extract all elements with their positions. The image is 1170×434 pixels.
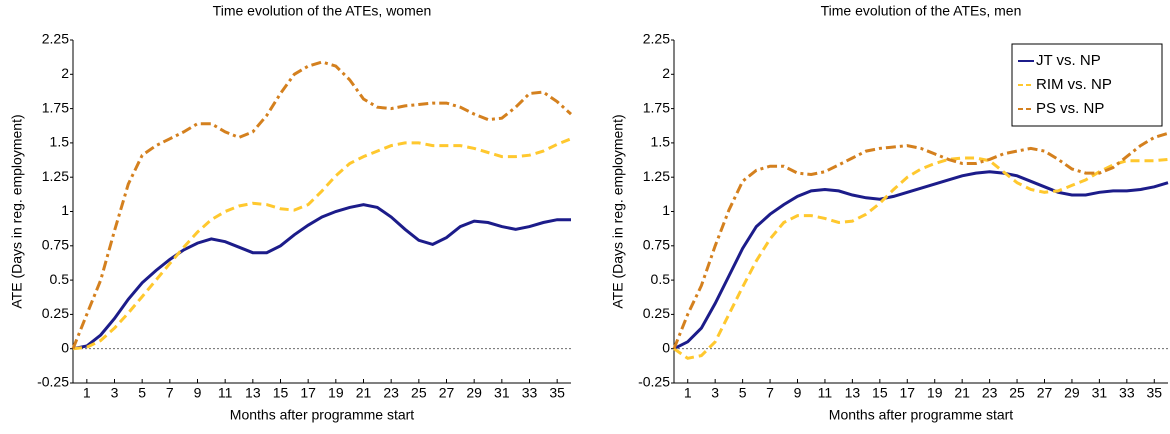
- legend: JT vs. NP RIM vs. NP PS vs. NP: [1011, 43, 1163, 127]
- x-tick-label: 31: [1092, 385, 1108, 401]
- y-axis-label: ATE (Days in reg. employment): [610, 114, 626, 308]
- x-tick-label: 17: [300, 385, 316, 401]
- y-tick-label: 1: [662, 202, 670, 218]
- y-tick-label: 2: [662, 65, 670, 81]
- x-tick-label: 11: [218, 385, 233, 401]
- y-tick-label: 1.25: [643, 168, 670, 184]
- x-tick-label: 15: [872, 385, 888, 401]
- x-tick-label: 31: [494, 385, 510, 401]
- x-tick-label: 19: [927, 385, 943, 401]
- y-tick-label: 0: [61, 339, 69, 355]
- y-tick-label: 0: [662, 339, 670, 355]
- y-tick-label: 1.5: [651, 134, 671, 150]
- x-axis-label: Months after programme start: [230, 407, 415, 423]
- legend-label: JT vs. NP: [1036, 52, 1101, 69]
- x-tick-label: 35: [549, 385, 565, 401]
- x-tick-label: 7: [166, 385, 174, 401]
- x-tick-label: 5: [739, 385, 747, 401]
- data-line: [72, 137, 572, 351]
- x-tick-label: 17: [899, 385, 915, 401]
- x-tick-label: 21: [954, 385, 970, 401]
- data-line: [673, 170, 1169, 351]
- x-tick-label: 29: [1064, 385, 1080, 401]
- data-line: [71, 60, 573, 350]
- x-tick-label: 1: [83, 385, 91, 401]
- data-line: [72, 203, 571, 351]
- x-tick-label: 3: [711, 385, 719, 401]
- y-tick-label: 2: [61, 65, 69, 81]
- x-tick-label: 11: [818, 385, 833, 401]
- chart-title: Time evolution of the ATEs, men: [821, 3, 1022, 19]
- data-line: [673, 156, 1169, 360]
- x-tick-label: 3: [111, 385, 119, 401]
- y-tick-label: 0.25: [643, 305, 670, 321]
- x-tick-label: 9: [194, 385, 202, 401]
- x-tick-label: 5: [138, 385, 146, 401]
- y-tick-label: 1.75: [643, 99, 670, 115]
- x-axis-label: Months after programme start: [829, 407, 1014, 423]
- chart: Time evolution of the ATEs, women Months …: [9, 3, 573, 423]
- x-tick-label: 7: [766, 385, 774, 401]
- y-axis-label: ATE (Days in reg. employment): [9, 114, 25, 308]
- legend-box: [1011, 43, 1163, 127]
- x-tick-label: 27: [439, 385, 455, 401]
- x-tick-label: 21: [356, 385, 372, 401]
- chart: Time evolution of the ATEs, men Months af…: [610, 3, 1169, 423]
- y-tick-label: 1.5: [50, 134, 70, 150]
- y-tick-label: 1.75: [42, 99, 69, 115]
- y-tick-label: -0.25: [37, 374, 69, 390]
- x-tick-label: 9: [794, 385, 802, 401]
- y-tick-label: 2.25: [42, 31, 69, 47]
- y-tick-label: 0.25: [42, 305, 69, 321]
- x-tick-label: 25: [411, 385, 427, 401]
- y-tick-label: 1: [61, 202, 69, 218]
- y-tick-label: 0.5: [651, 271, 671, 287]
- x-tick-label: 23: [383, 385, 399, 401]
- x-tick-label: 15: [273, 385, 289, 401]
- chart-title: Time evolution of the ATEs, women: [213, 3, 432, 19]
- y-tick-label: 2.25: [643, 31, 670, 47]
- y-tick-label: 0.5: [50, 271, 70, 287]
- x-tick-label: 29: [466, 385, 482, 401]
- y-tick-label: -0.25: [638, 374, 670, 390]
- x-tick-label: 33: [522, 385, 538, 401]
- x-tick-label: 33: [1119, 385, 1135, 401]
- x-tick-label: 19: [328, 385, 344, 401]
- x-tick-label: 13: [845, 385, 861, 401]
- y-tick-label: 1.25: [42, 168, 69, 184]
- legend-label: RIM vs. NP: [1036, 76, 1112, 93]
- x-tick-label: 1: [684, 385, 692, 401]
- x-tick-label: 13: [245, 385, 261, 401]
- x-tick-label: 25: [1009, 385, 1025, 401]
- legend-label: PS vs. NP: [1036, 100, 1104, 117]
- data-line: [672, 131, 1169, 350]
- y-tick-label: 0.75: [42, 237, 69, 253]
- x-tick-label: 23: [982, 385, 998, 401]
- y-tick-label: 0.75: [643, 237, 670, 253]
- x-tick-label: 35: [1146, 385, 1162, 401]
- x-tick-label: 27: [1037, 385, 1053, 401]
